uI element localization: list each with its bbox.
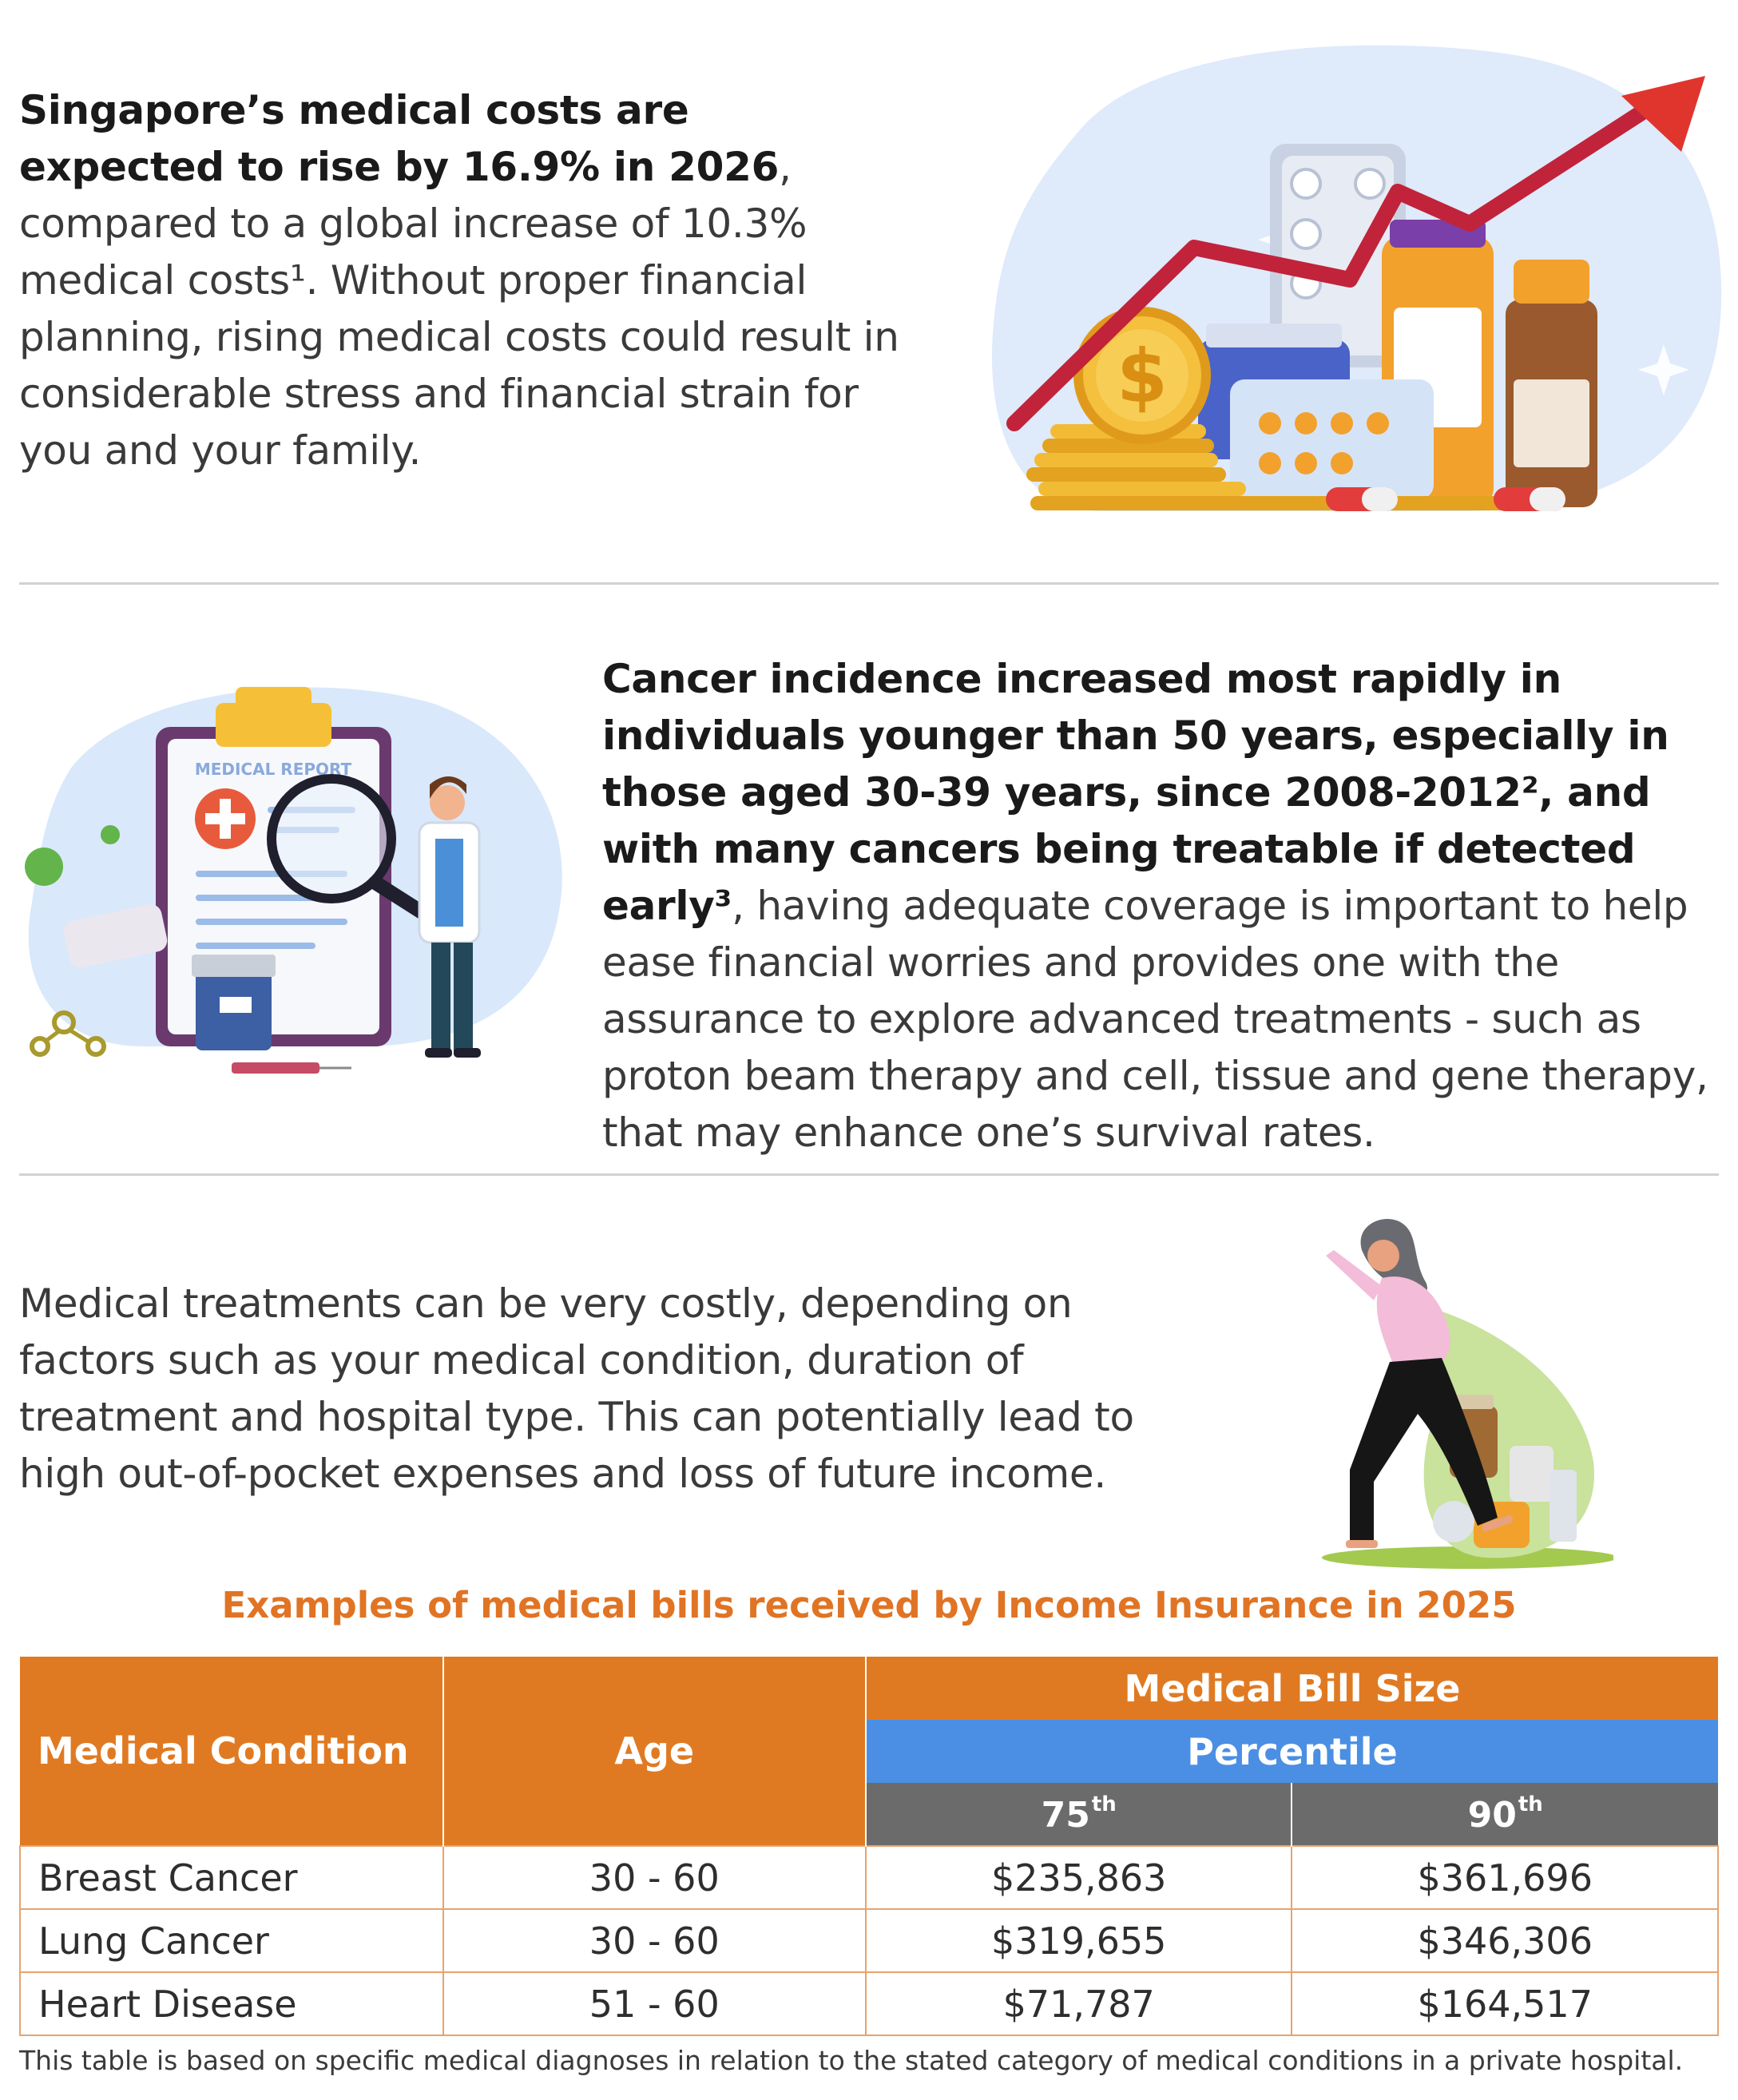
cell-75th: $235,863	[864, 1845, 1293, 1910]
medical-bills-table: Medical Condition Age Medical Bill Size …	[19, 1657, 1719, 2036]
cancer-incidence-paragraph: Cancer incidence increased most rapidly …	[602, 651, 1720, 1161]
cell-condition: Heart Disease	[19, 1971, 444, 2036]
rising-cost-illustration: $	[991, 45, 1722, 512]
table-caption: Examples of medical bills received by In…	[221, 1584, 1517, 1626]
header-medical-bill-size: Medical Bill Size	[865, 1657, 1718, 1720]
cell-90th: $346,306	[1291, 1908, 1719, 1973]
medical-report-illustration: MEDICAL REPORT	[25, 687, 562, 1074]
cell-75th: $71,787	[864, 1971, 1293, 2036]
table-row: Breast Cancer 30 - 60 $235,863 $361,696	[19, 1845, 1719, 1910]
dollar-icon: $	[1117, 334, 1168, 419]
rising-costs-paragraph: Singapore’s medical costs are expected t…	[19, 82, 906, 479]
cell-age: 30 - 60	[442, 1908, 867, 1973]
cell-90th: $164,517	[1291, 1971, 1719, 2036]
cell-90th: $361,696	[1291, 1845, 1719, 1910]
cell-condition: Lung Cancer	[19, 1908, 444, 1973]
table-row: Lung Cancer 30 - 60 $319,655 $346,306	[19, 1908, 1719, 1973]
cell-75th: $319,655	[864, 1908, 1293, 1973]
header-90th-percentile: 90th	[1292, 1783, 1718, 1846]
cell-age: 30 - 60	[442, 1845, 867, 1910]
rising-costs-text: , compared to a global increase of 10.3%…	[19, 144, 899, 474]
header-medical-condition: Medical Condition	[20, 1657, 444, 1846]
cancer-incidence-highlight: Cancer incidence increased most rapidly …	[602, 656, 1669, 929]
table-row: Heart Disease 51 - 60 $71,787 $164,517	[19, 1971, 1719, 2036]
header-75th-percentile: 75th	[865, 1783, 1293, 1846]
section-divider	[19, 582, 1719, 585]
section-divider	[19, 1173, 1719, 1176]
cancer-incidence-text: , having adequate coverage is important …	[602, 883, 1708, 1156]
woman-carrying-medicine-illustration	[1322, 1219, 1613, 1569]
header-percentile: Percentile	[865, 1720, 1718, 1783]
cell-condition: Breast Cancer	[19, 1845, 444, 1910]
table-footnote: This table is based on specific medical …	[19, 2045, 1684, 2076]
header-age: Age	[442, 1657, 867, 1846]
treatment-costs-paragraph: Medical treatments can be very costly, d…	[19, 1280, 1134, 1497]
cell-age: 51 - 60	[442, 1971, 867, 2036]
rising-costs-highlight: Singapore’s medical costs are expected t…	[19, 87, 780, 190]
